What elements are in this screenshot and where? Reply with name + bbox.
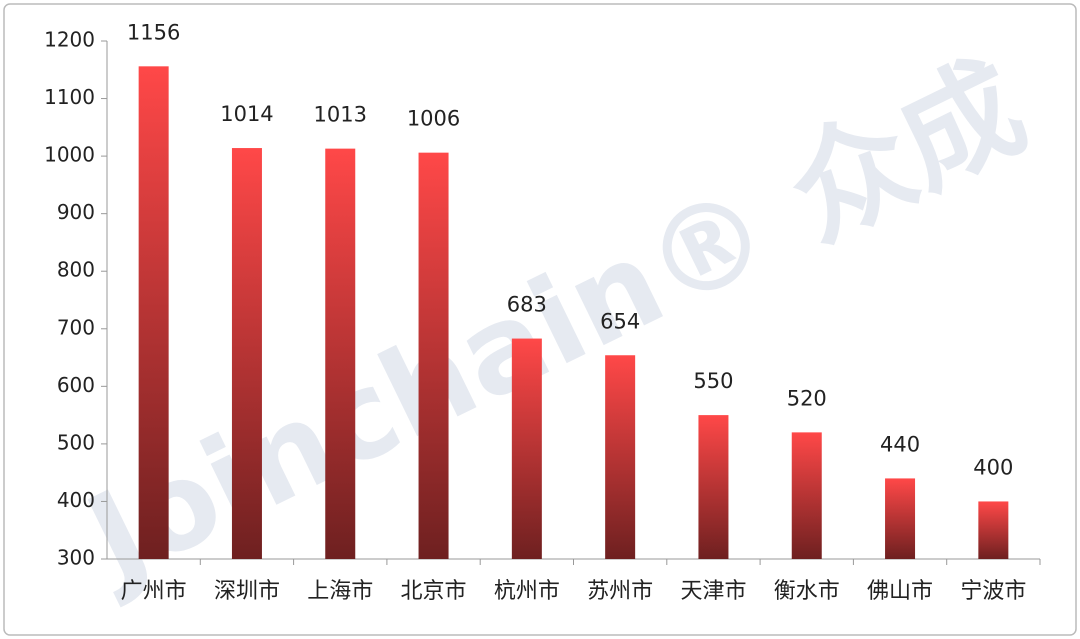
bar	[791, 432, 822, 559]
x-tick-label: 衡水市	[774, 579, 840, 604]
bar	[978, 501, 1009, 559]
x-tick-label: 上海市	[307, 579, 373, 604]
value-label: 1156	[127, 20, 180, 44]
bar	[418, 152, 449, 559]
bar	[885, 478, 916, 559]
y-tick-label: 800	[57, 258, 95, 282]
x-tick-label: 苏州市	[587, 579, 653, 604]
x-tick-label: 广州市	[121, 579, 187, 604]
y-tick-label: 600	[57, 373, 95, 397]
value-label: 400	[973, 455, 1013, 479]
y-tick-label: 400	[57, 488, 95, 512]
x-tick-label: 北京市	[401, 579, 467, 604]
value-label: 654	[600, 309, 640, 333]
y-tick-label: 700	[57, 315, 95, 339]
bar	[231, 148, 262, 559]
bar	[511, 338, 542, 559]
bar	[325, 148, 356, 559]
x-tick-label: 深圳市	[214, 579, 280, 604]
x-tick-label: 天津市	[680, 579, 746, 604]
bar	[605, 355, 636, 559]
y-tick-label: 500	[57, 430, 95, 454]
x-tick-label: 佛山市	[867, 579, 933, 604]
value-label: 683	[507, 293, 547, 317]
y-tick-label: 1200	[44, 28, 95, 52]
y-tick-label: 1100	[44, 85, 95, 109]
value-label: 1006	[407, 107, 460, 131]
value-label: 440	[880, 432, 920, 456]
bar	[698, 415, 729, 559]
y-tick-label: 900	[57, 200, 95, 224]
bar	[138, 66, 169, 559]
x-tick-label: 宁波市	[960, 579, 1026, 604]
value-label: 1014	[220, 102, 273, 126]
value-label: 520	[787, 386, 827, 410]
value-label: 550	[693, 369, 733, 393]
y-tick-label: 1000	[44, 143, 95, 167]
value-label: 1013	[314, 103, 367, 127]
x-tick-label: 杭州市	[494, 579, 560, 604]
y-tick-label: 300	[57, 546, 95, 570]
